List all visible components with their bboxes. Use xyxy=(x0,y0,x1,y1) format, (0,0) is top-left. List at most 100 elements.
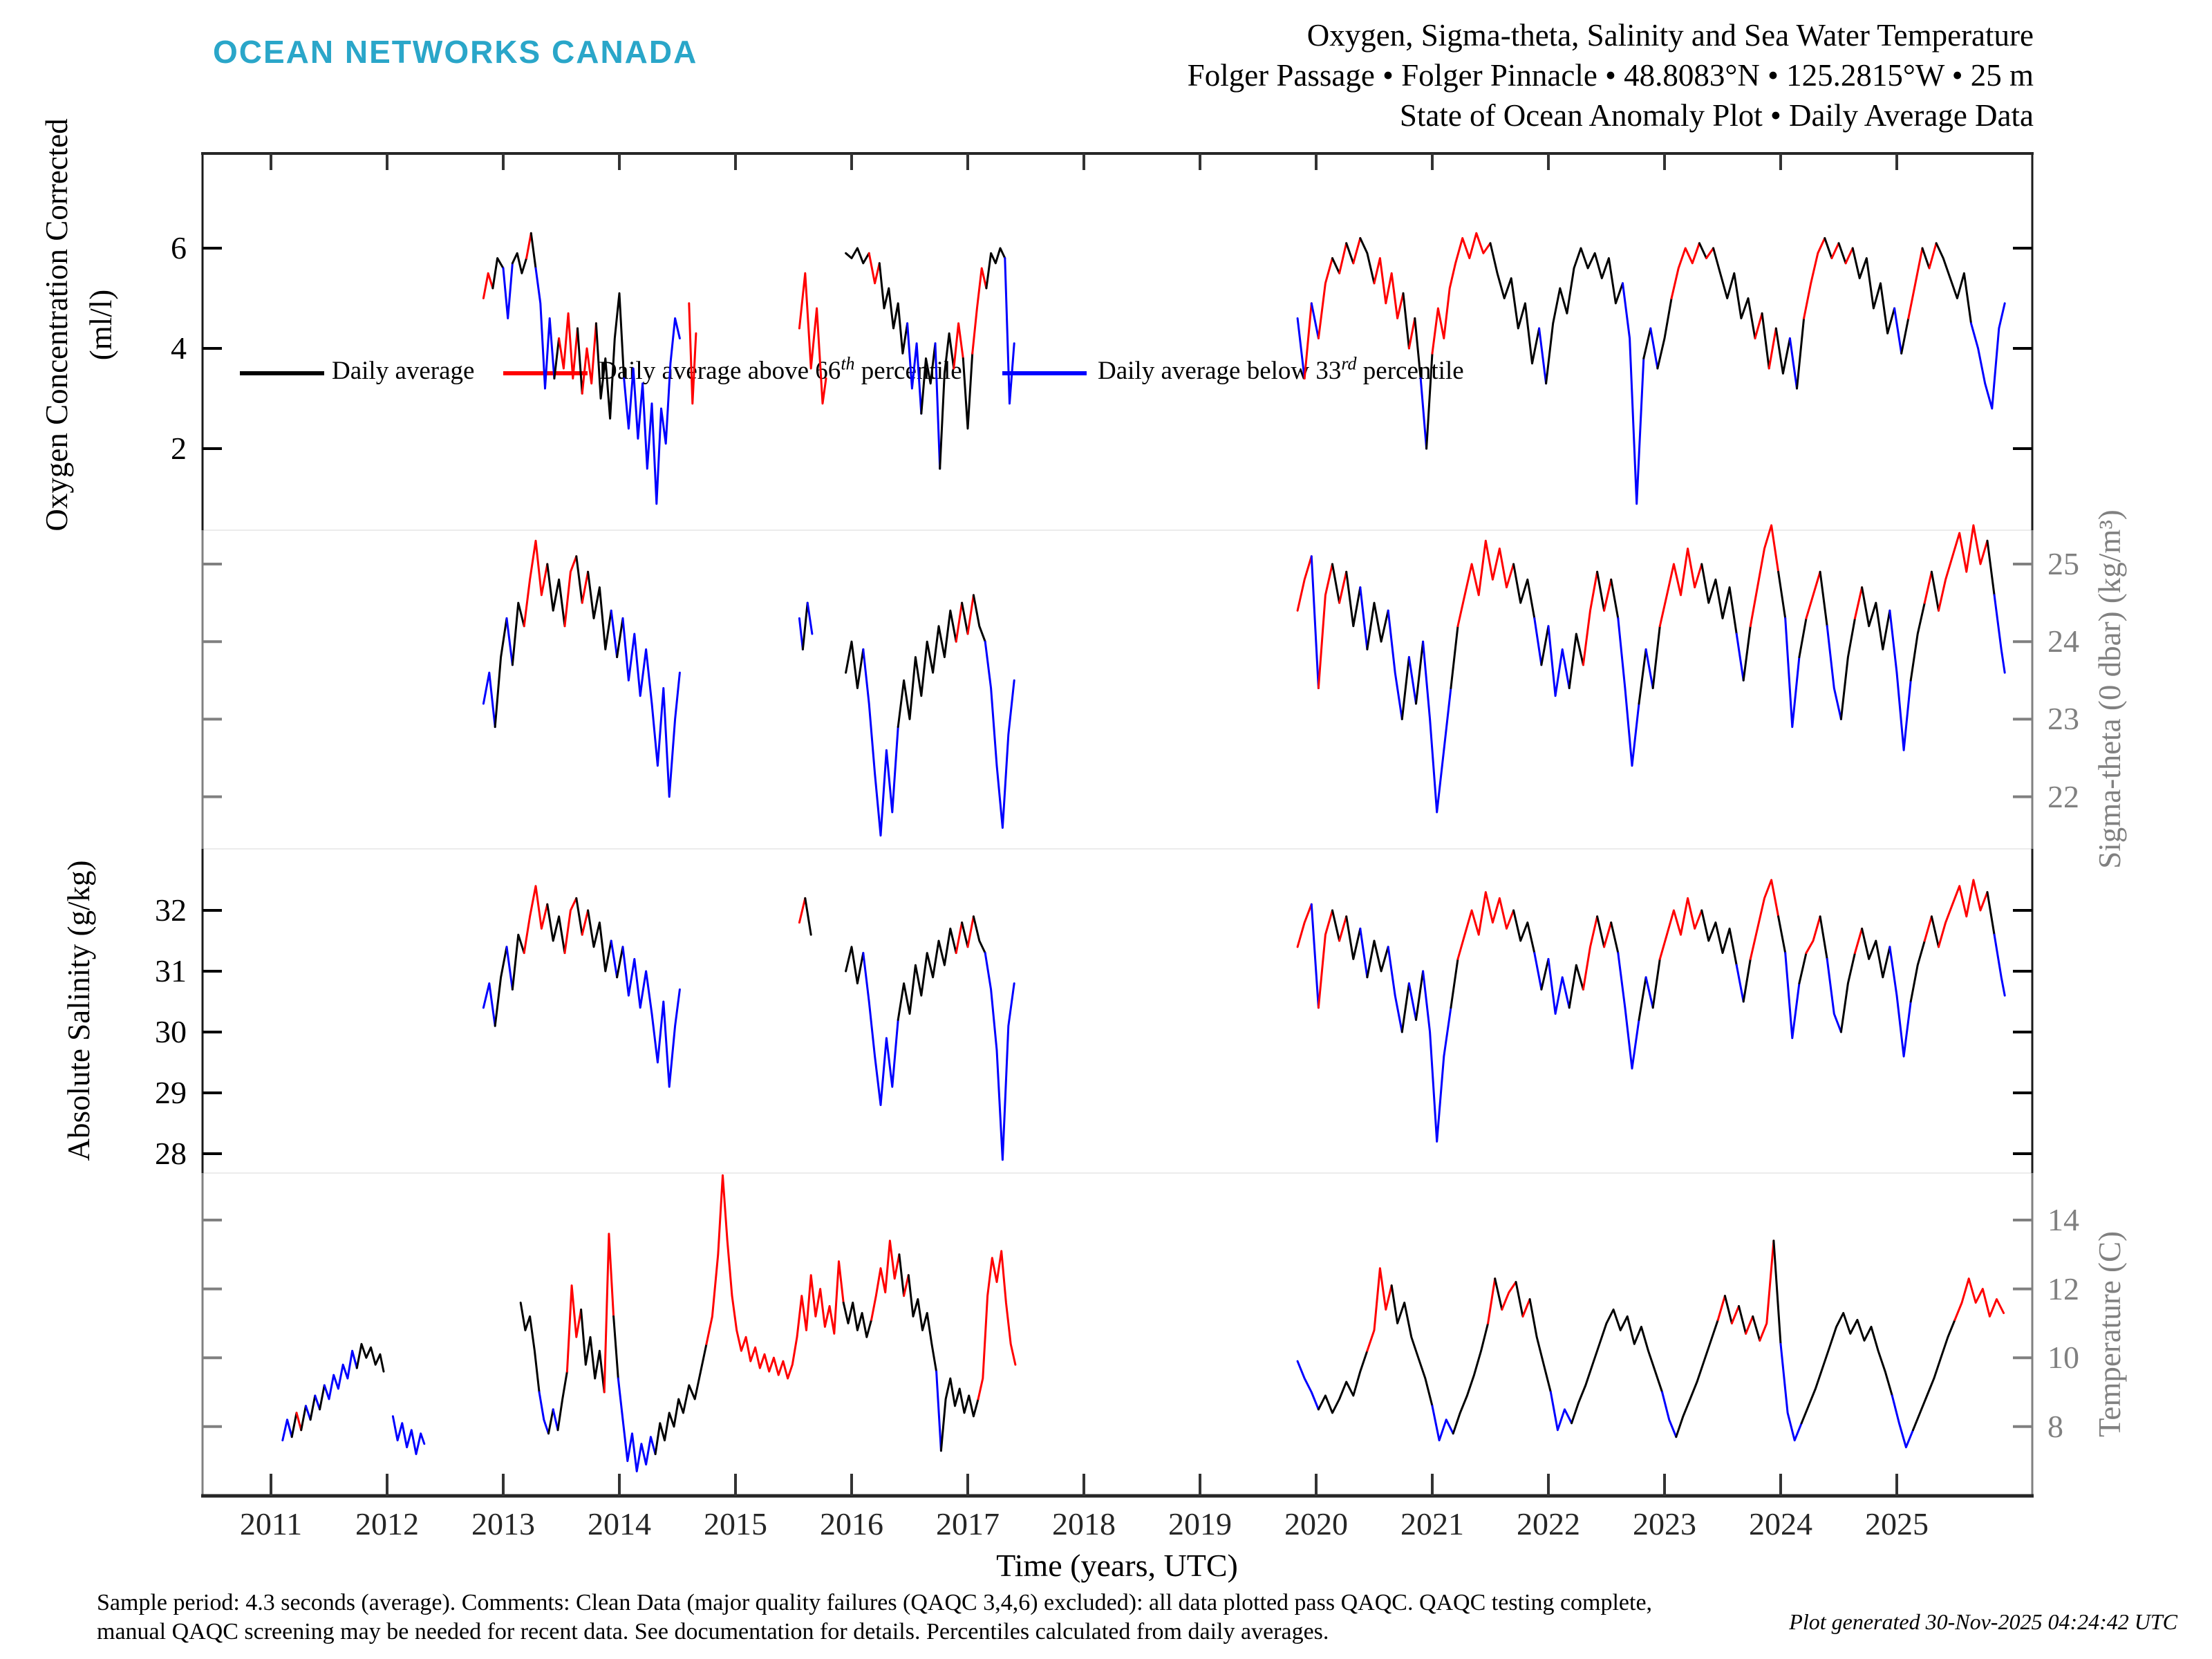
plot-title: Oxygen, Sigma-theta, Salinity and Sea Wa… xyxy=(1188,15,2034,135)
series-sigma_theta-daily-average xyxy=(1610,578,1620,619)
legend-label-daily-average: Daily average xyxy=(332,356,474,386)
series-oxygen-daily-average xyxy=(1921,247,1931,270)
series-salinity-daily-average-above-66th-percentile xyxy=(1296,903,1313,948)
series-salinity-daily-average xyxy=(1610,921,1620,955)
series-temperature-daily-average-below-33rd-percentile xyxy=(617,1377,657,1472)
series-temperature-daily-average xyxy=(1571,1309,1664,1425)
x-tick-label: 2016 xyxy=(820,1506,883,1541)
series-oxygen-daily-average-below-33rd-percentile xyxy=(1538,327,1548,385)
series-oxygen-daily-average-above-66th-percentile xyxy=(1373,257,1405,319)
x-tick-label: 2018 xyxy=(1052,1506,1116,1541)
series-sigma_theta-daily-average xyxy=(1596,570,1606,612)
series-salinity-daily-average-below-33rd-percentile xyxy=(984,952,1015,1161)
y-tick-label-temperature: 14 xyxy=(2047,1202,2079,1237)
series-sigma_theta-daily-average xyxy=(1415,640,1425,705)
series-sigma_theta-daily-average-above-66th-percentile xyxy=(1938,524,1989,612)
series-salinity-daily-average-below-33rd-percentile xyxy=(482,982,496,1027)
series-salinity-daily-average xyxy=(1512,909,1536,955)
series-temperature-daily-average-above-66th-percentile xyxy=(1716,1295,1726,1321)
series-temperature-daily-average-below-33rd-percentile xyxy=(391,1415,426,1456)
onc-logo: OCEAN NETWORKS CANADA xyxy=(213,34,698,70)
series-sigma_theta-daily-average-below-33rd-percentile xyxy=(1422,640,1452,814)
series-sigma_theta-daily-average xyxy=(1909,601,1926,682)
series-sigma_theta-daily-average xyxy=(972,594,986,643)
x-tick-label: 2011 xyxy=(239,1506,303,1541)
series-temperature-daily-average xyxy=(547,1408,554,1435)
y-tick-label-salinity: 31 xyxy=(155,953,187,988)
series-temperature-daily-average-above-66th-percentile xyxy=(1745,1315,1754,1335)
series-oxygen-daily-average-above-66th-percentile xyxy=(1768,327,1777,370)
series-oxygen-daily-average-above-66th-percentile xyxy=(1844,247,1854,265)
series-temperature-daily-average xyxy=(319,1384,326,1411)
series-temperature-daily-average xyxy=(907,1274,938,1373)
series-oxygen-daily-average-below-33rd-percentile xyxy=(1296,317,1306,379)
series-oxygen-daily-average xyxy=(1712,247,1756,339)
series-salinity-daily-average-below-33rd-percentile xyxy=(1735,964,1745,1003)
series-salinity-daily-average-above-66th-percentile xyxy=(523,885,549,955)
series-sigma_theta-daily-average-below-33rd-percentile xyxy=(1407,656,1417,705)
series-oxygen-daily-average xyxy=(962,352,974,430)
series-salinity-daily-average-above-66th-percentile xyxy=(1658,897,1703,960)
series-salinity-daily-average-below-33rd-percentile xyxy=(1422,970,1452,1143)
series-oxygen-daily-average xyxy=(1545,247,1624,385)
series-salinity-daily-average xyxy=(1819,915,1828,960)
series-temperature-daily-average-above-66th-percentile xyxy=(1366,1267,1393,1352)
series-salinity-daily-average-above-66th-percentile xyxy=(1854,927,1864,955)
series-sigma_theta-daily-average xyxy=(587,570,612,650)
x-tick-label: 2025 xyxy=(1865,1506,1929,1541)
series-temperature-daily-average xyxy=(300,1405,307,1432)
series-sigma_theta-daily-average-above-66th-percentile xyxy=(1338,570,1348,604)
series-temperature-daily-average-below-33rd-percentile xyxy=(538,1391,550,1435)
series-sigma_theta-daily-average xyxy=(1700,563,1738,635)
series-oxygen-daily-average xyxy=(1935,242,1972,325)
series-salinity-daily-average xyxy=(587,909,612,973)
series-salinity-daily-average-below-33rd-percentile xyxy=(1888,946,1912,1058)
series-oxygen-daily-average-above-66th-percentile xyxy=(1830,242,1840,259)
series-oxygen-daily-average xyxy=(1656,297,1673,370)
series-salinity-daily-average-below-33rd-percentile xyxy=(610,939,619,979)
series-temperature-daily-average xyxy=(1912,1318,1956,1432)
series-salinity-daily-average xyxy=(1742,957,1752,1003)
series-temperature-daily-average-below-33rd-percentile xyxy=(1296,1360,1320,1411)
series-sigma_theta-daily-average xyxy=(1777,570,1787,619)
series-oxygen-daily-average xyxy=(939,332,955,470)
series-oxygen-daily-average xyxy=(920,342,937,415)
legend-sup: rd xyxy=(1341,353,1357,374)
series-salinity-daily-average-below-33rd-percentile xyxy=(1993,933,2006,997)
series-oxygen-daily-average-above-66th-percentile xyxy=(1303,302,1313,379)
series-oxygen-daily-average xyxy=(1761,312,1770,370)
series-sigma_theta-daily-average-below-33rd-percentile xyxy=(984,640,1015,829)
x-tick-label: 2015 xyxy=(704,1506,767,1541)
series-sigma_theta-daily-average-below-33rd-percentile xyxy=(1826,625,1842,720)
series-sigma_theta-daily-average xyxy=(1651,625,1661,689)
series-temperature-daily-average-below-33rd-percentile xyxy=(1779,1342,1803,1442)
series-sigma_theta-daily-average-below-33rd-percentile xyxy=(1617,617,1640,767)
series-sigma_theta-daily-average-below-33rd-percentile xyxy=(1993,594,2006,674)
series-temperature-daily-average xyxy=(1317,1349,1369,1414)
x-tick-label: 2019 xyxy=(1168,1506,1232,1541)
plot-title-line-1: Oxygen, Sigma-theta, Salinity and Sea Wa… xyxy=(1306,18,2034,53)
series-salinity-daily-average-below-33rd-percentile xyxy=(621,946,681,1088)
plot-title-line-3: State of Ocean Anomaly Plot • Daily Aver… xyxy=(1399,98,2034,133)
series-oxygen-daily-average-below-33rd-percentile xyxy=(1649,327,1659,370)
series-sigma_theta-daily-average xyxy=(1568,632,1584,689)
series-sigma_theta-daily-average xyxy=(845,640,865,689)
series-oxygen-daily-average-above-66th-percentile xyxy=(688,302,697,405)
y-tick-label-temperature: 10 xyxy=(2047,1340,2079,1376)
series-oxygen-daily-average xyxy=(1345,242,1355,265)
series-temperature-daily-average xyxy=(1723,1295,1733,1324)
x-tick-label: 2013 xyxy=(471,1506,535,1541)
series-sigma_theta-daily-average xyxy=(494,617,508,729)
series-oxygen-daily-average-above-66th-percentile xyxy=(1803,237,1826,319)
series-oxygen-daily-average xyxy=(1796,317,1806,390)
series-salinity-daily-average-above-66th-percentile xyxy=(1938,879,1989,948)
y-tick-label-sigma_theta: 25 xyxy=(2047,546,2079,581)
series-oxygen-daily-average-below-33rd-percentile xyxy=(1893,307,1903,355)
y-tick-label-temperature: 8 xyxy=(2047,1408,2063,1444)
series-salinity-daily-average-above-66th-percentile xyxy=(581,909,590,936)
series-sigma_theta-daily-average-below-33rd-percentile xyxy=(505,617,514,666)
series-oxygen-daily-average-above-66th-percentile xyxy=(1338,242,1348,274)
y-tick-label-oxygen: 4 xyxy=(171,330,187,366)
series-oxygen-daily-average-above-66th-percentile xyxy=(1407,317,1416,350)
